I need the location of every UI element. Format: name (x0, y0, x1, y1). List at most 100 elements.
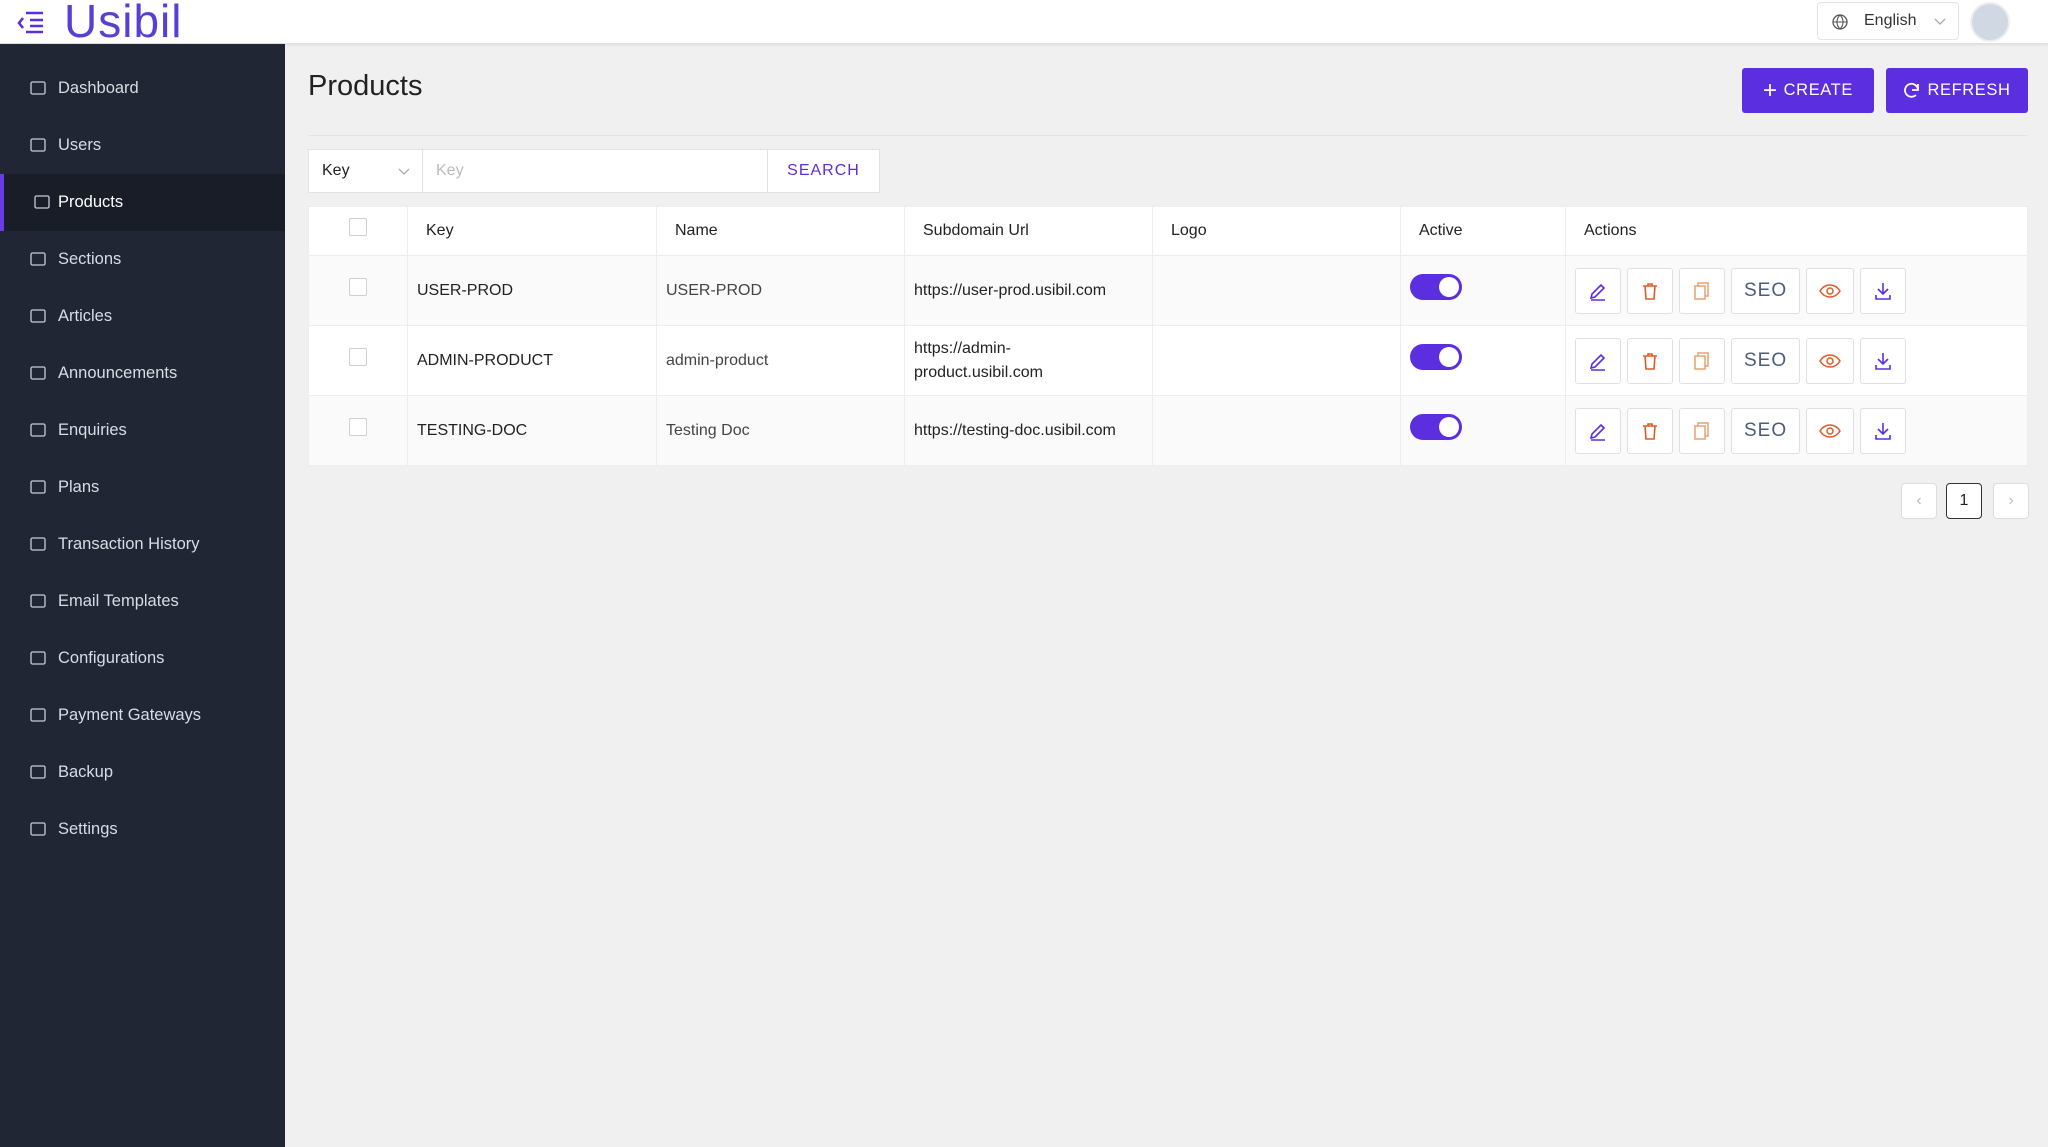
search-label: SEARCH (787, 162, 860, 179)
edit-icon (1589, 423, 1606, 441)
language-select[interactable]: English (1817, 2, 1959, 40)
nav-item[interactable]: Settings (0, 801, 285, 858)
actions-cell: SEO (1565, 325, 2028, 396)
select-cell (308, 395, 408, 466)
header-row: Key Name Subdomain Url Logo Active Actions (308, 206, 2028, 256)
row-checkbox[interactable] (349, 347, 367, 366)
copy-button[interactable] (1679, 267, 1725, 314)
search-input[interactable]: Key (423, 150, 768, 192)
seo-button[interactable]: SEO (1731, 267, 1801, 314)
logo-cell (1152, 255, 1401, 326)
view-icon (1819, 423, 1842, 438)
nav-icon (30, 366, 46, 380)
nav-label: Configurations (58, 649, 165, 667)
create-button[interactable]: + CREATE (1742, 68, 1874, 113)
download-button[interactable] (1860, 407, 1907, 454)
copy-icon (1694, 351, 1709, 370)
language-label: English (1864, 12, 1917, 29)
subdomain-cell: https://testing-doc.usibil.com (904, 395, 1153, 466)
edit-button[interactable] (1575, 407, 1621, 454)
active-cell (1400, 255, 1566, 326)
nav-icon (30, 480, 46, 494)
subdomain-cell: https://user-prod.usibil.com (904, 255, 1153, 326)
nav-icon (30, 594, 46, 608)
chevron (398, 168, 410, 175)
select-cell (308, 255, 408, 326)
view-button[interactable] (1806, 267, 1855, 314)
download-button[interactable] (1860, 337, 1907, 384)
view-icon (1819, 283, 1842, 298)
nav-label: Plans (58, 478, 100, 496)
column-header: Logo (1152, 206, 1401, 256)
nav-label: Announcements (58, 364, 178, 382)
actions-cell: SEO (1565, 395, 2028, 466)
nav-item[interactable]: Announcements (0, 345, 285, 402)
delete-button[interactable] (1627, 267, 1673, 314)
nav-item[interactable]: Payment Gateways (0, 687, 285, 744)
nav-icon (30, 765, 46, 779)
avatar[interactable] (1970, 2, 2010, 42)
actions: SEO (1575, 267, 2003, 314)
edit-button[interactable] (1575, 267, 1621, 314)
page-button[interactable]: 1 (1946, 483, 1982, 519)
active-toggle[interactable] (1410, 413, 1462, 440)
row-checkbox[interactable] (349, 417, 367, 436)
nav-item[interactable]: Sections (0, 231, 285, 288)
table-row: TESTING-DOC Testing Doc https://testing-do… (308, 395, 2028, 466)
copy-button[interactable] (1679, 407, 1725, 454)
refresh-icon (1904, 82, 1920, 98)
nav-label: Backup (58, 763, 114, 781)
nav-item[interactable]: Transaction History (0, 516, 285, 573)
view-button[interactable] (1806, 337, 1855, 384)
delete-button[interactable] (1627, 407, 1673, 454)
prev-page[interactable]: ‹ (1901, 483, 1937, 519)
refresh-button[interactable]: REFRESH (1886, 68, 2028, 113)
refresh-label: REFRESH (1927, 81, 2011, 99)
seo-button[interactable]: SEO (1731, 407, 1801, 454)
active-toggle[interactable] (1410, 273, 1462, 300)
products-table: Key Name Subdomain Url Logo Active Actions US… (308, 206, 2028, 466)
download-button[interactable] (1860, 267, 1907, 314)
next-page[interactable]: › (1993, 483, 2029, 519)
name-cell: admin-product (656, 325, 905, 396)
nav-icon (30, 309, 46, 323)
nav-icon (34, 195, 50, 209)
search-button[interactable]: SEARCH (768, 150, 879, 192)
view-button[interactable] (1806, 407, 1855, 454)
nav-item[interactable]: Dashboard (0, 60, 285, 117)
search-placeholder: Key (436, 162, 464, 179)
nav-item[interactable]: Articles (0, 288, 285, 345)
top-bar: Usibil English (0, 0, 2048, 47)
select-all-checkbox[interactable] (349, 218, 367, 236)
logo[interactable]: Usibil (64, 0, 183, 47)
active-toggle[interactable] (1410, 343, 1462, 370)
nav-item[interactable]: Configurations (0, 630, 285, 687)
column-header: Name (656, 206, 905, 256)
nav-item[interactable]: Email Templates (0, 573, 285, 630)
row-checkbox[interactable] (349, 277, 367, 296)
page-number: 1 (1959, 492, 1969, 509)
table-row: USER-PROD USER-PROD https://user-prod.usib… (308, 255, 2028, 326)
nav-item[interactable]: Enquiries (0, 402, 285, 459)
nav-item[interactable]: Products (0, 174, 285, 231)
active-cell (1400, 395, 1566, 466)
edit-button[interactable] (1575, 337, 1621, 384)
nav-item[interactable]: Plans (0, 459, 285, 516)
menu-toggle[interactable] (16, 10, 44, 34)
nav-icon (30, 651, 46, 665)
seo-label: SEO (1744, 279, 1788, 301)
actions: SEO (1575, 407, 2003, 454)
seo-button[interactable]: SEO (1731, 337, 1801, 384)
nav-item[interactable]: Users (0, 117, 285, 174)
nav-item[interactable]: Backup (0, 744, 285, 801)
actions-cell: SEO (1565, 255, 2028, 326)
nav-label: Settings (58, 820, 118, 838)
globe-icon (1832, 14, 1848, 30)
copy-button[interactable] (1679, 337, 1725, 384)
delete-button[interactable] (1627, 337, 1673, 384)
select-cell (308, 325, 408, 396)
nav-label: Articles (58, 307, 113, 325)
nav-icon (30, 708, 46, 722)
field-select[interactable]: Key (309, 150, 423, 192)
